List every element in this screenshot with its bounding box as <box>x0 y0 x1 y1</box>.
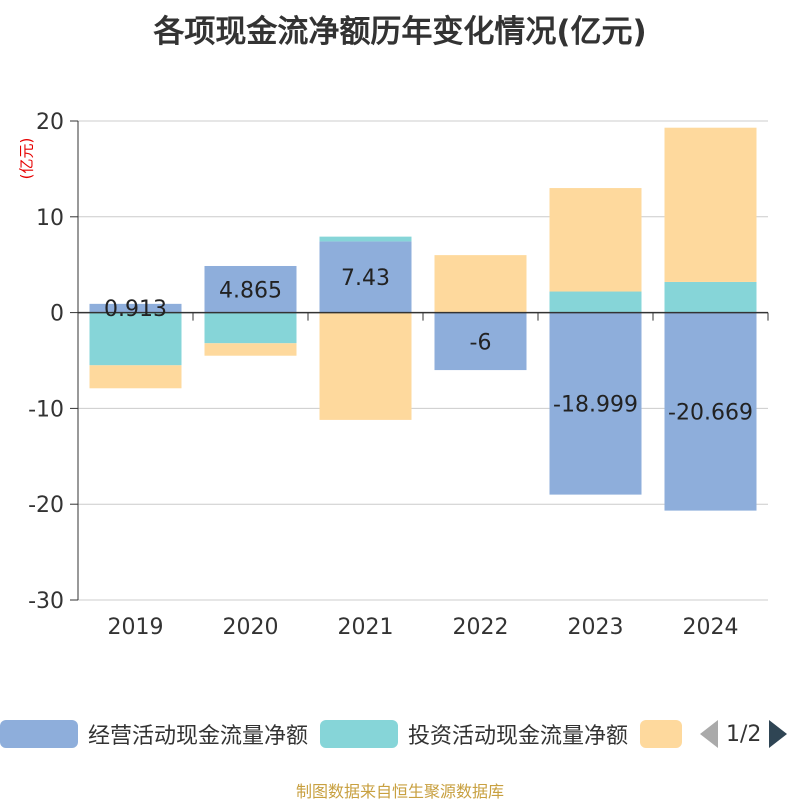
data-label-operating: -18.999 <box>553 393 638 418</box>
legend-item-investing[interactable]: 投资活动现金流量净额 <box>320 714 628 754</box>
y-tick-label: -30 <box>28 589 64 614</box>
data-label-operating: -20.669 <box>668 401 753 426</box>
bar-investing <box>319 236 412 242</box>
bar-operating <box>319 241 412 313</box>
legend-prev-icon[interactable] <box>700 720 718 748</box>
legend-label-operating: 经营活动现金流量净额 <box>88 724 309 749</box>
y-tick-label: 0 <box>50 302 64 327</box>
y-tick-label: 10 <box>36 206 64 231</box>
x-tick-label: 2019 <box>108 615 164 640</box>
y-tick-label: -20 <box>28 493 64 518</box>
x-tick-label: 2022 <box>453 615 509 640</box>
bar-operating <box>89 303 182 313</box>
legend-next-icon[interactable] <box>769 720 788 748</box>
legend-pager: 1/2 <box>700 714 788 754</box>
legend-swatch-operating <box>0 720 78 748</box>
chart-plot: 20 10 0 -10 -20 -30 0.913 4.865 7.43 -6 -18.999 -20… <box>28 110 769 640</box>
chart-title: 各项现金流净额历年变化情况(亿元) <box>153 14 647 50</box>
legend-label-investing: 投资活动现金流量净额 <box>408 724 629 749</box>
bar-investing <box>204 312 297 344</box>
x-tick-label: 2024 <box>683 615 739 640</box>
data-label-operating: 0.913 <box>104 297 167 322</box>
legend: 经营活动现金流量净额 投资活动现金流量净额 <box>0 714 800 754</box>
bar-financing <box>664 127 757 282</box>
y-tick-label: -10 <box>28 397 64 422</box>
x-tick-label: 2020 <box>223 615 279 640</box>
legend-item-operating[interactable]: 经营活动现金流量净额 <box>0 714 308 754</box>
legend-page-indicator: 1/2 <box>726 721 762 747</box>
bar-operating <box>664 312 757 511</box>
data-label-operating: -6 <box>470 330 492 355</box>
y-tick-label: 20 <box>36 110 64 135</box>
legend-swatch-investing <box>320 720 398 748</box>
bar-financing <box>319 312 412 420</box>
bar-financing <box>89 365 182 389</box>
bar-operating <box>204 265 297 313</box>
bar-financing <box>204 343 297 356</box>
x-tick-label: 2021 <box>338 615 394 640</box>
bar-investing <box>89 312 182 366</box>
data-label-operating: 7.43 <box>341 266 390 291</box>
bar-investing <box>664 281 757 313</box>
bar-operating <box>549 312 642 495</box>
legend-item-financing[interactable] <box>640 714 682 754</box>
data-label-operating: 4.865 <box>219 278 282 303</box>
legend-swatch-financing <box>640 720 682 748</box>
data-source-note: 制图数据来自恒生聚源数据库 <box>295 782 504 801</box>
bar-investing <box>549 291 642 313</box>
x-tick-label: 2023 <box>568 615 624 640</box>
bar-operating <box>434 312 527 371</box>
bar-financing <box>549 188 642 292</box>
bar-financing <box>434 255 527 313</box>
